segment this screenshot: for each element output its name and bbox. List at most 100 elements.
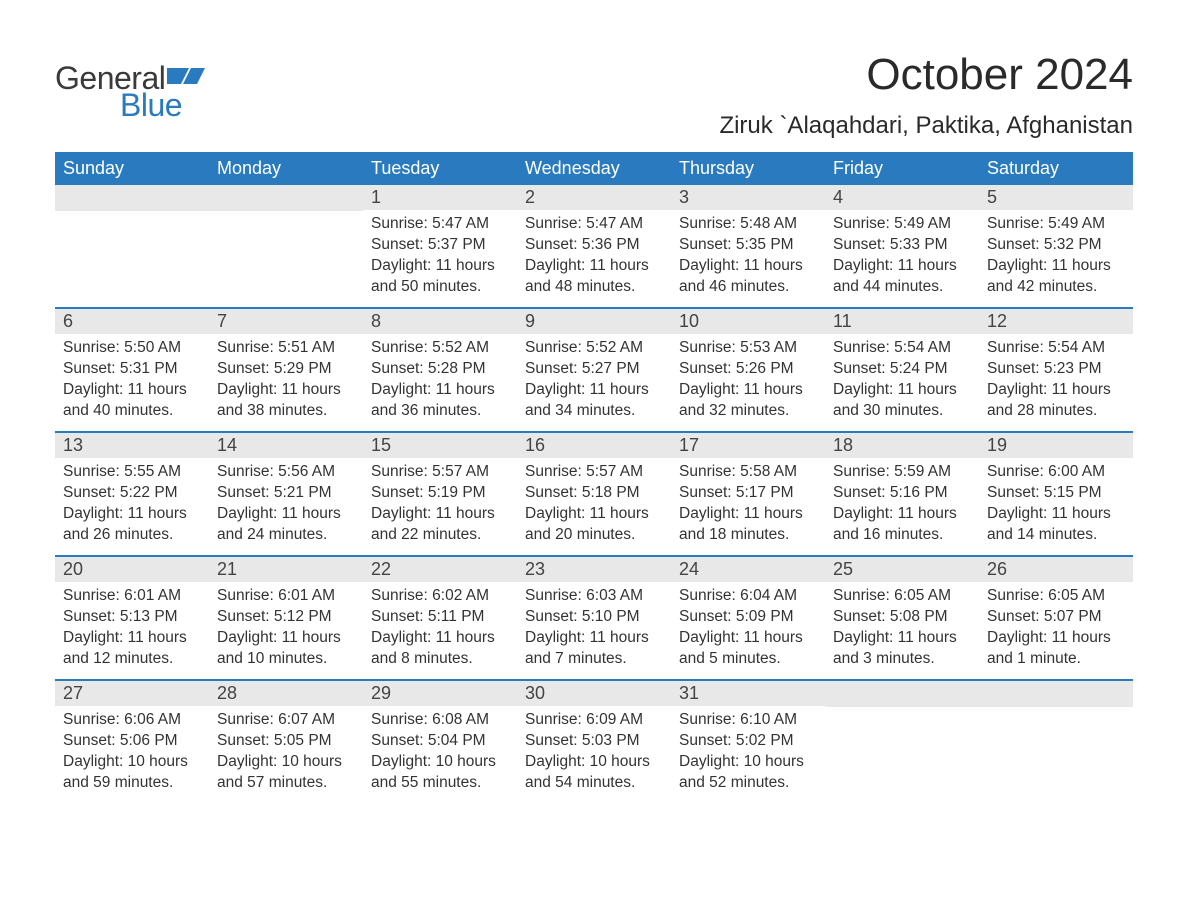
location: Ziruk `Alaqahdari, Paktika, Afghanistan: [719, 112, 1133, 140]
calendar-day: [979, 681, 1133, 803]
calendar-day: 11Sunrise: 5:54 AMSunset: 5:24 PMDayligh…: [825, 309, 979, 431]
sunrise-text: Sunrise: 5:59 AM: [833, 462, 971, 483]
sunrise-text: Sunrise: 6:02 AM: [371, 586, 509, 607]
weekday-wednesday: Wednesday: [517, 152, 671, 185]
sunrise-text: Sunrise: 5:57 AM: [525, 462, 663, 483]
weekday-sunday: Sunday: [55, 152, 209, 185]
day-number: 12: [979, 309, 1133, 334]
day-number: 14: [209, 433, 363, 458]
day-number: 28: [209, 681, 363, 706]
sunset-text: Sunset: 5:24 PM: [833, 359, 971, 380]
day-content: Sunrise: 5:50 AMSunset: 5:31 PMDaylight:…: [55, 334, 209, 422]
day-content: Sunrise: 5:59 AMSunset: 5:16 PMDaylight:…: [825, 458, 979, 546]
calendar: Sunday Monday Tuesday Wednesday Thursday…: [55, 152, 1133, 803]
day-number: 6: [55, 309, 209, 334]
sunset-text: Sunset: 5:06 PM: [63, 731, 201, 752]
calendar-day: 15Sunrise: 5:57 AMSunset: 5:19 PMDayligh…: [363, 433, 517, 555]
day-content: Sunrise: 5:58 AMSunset: 5:17 PMDaylight:…: [671, 458, 825, 546]
sunset-text: Sunset: 5:13 PM: [63, 607, 201, 628]
header: General Blue October 2024 Ziruk `Alaqahd…: [55, 50, 1133, 140]
day-number: 7: [209, 309, 363, 334]
daylight-text: Daylight: 11 hours and 36 minutes.: [371, 380, 509, 422]
calendar-day: 2Sunrise: 5:47 AMSunset: 5:36 PMDaylight…: [517, 185, 671, 307]
day-content: Sunrise: 5:48 AMSunset: 5:35 PMDaylight:…: [671, 210, 825, 298]
day-content: Sunrise: 5:54 AMSunset: 5:23 PMDaylight:…: [979, 334, 1133, 422]
day-number: 16: [517, 433, 671, 458]
sunset-text: Sunset: 5:32 PM: [987, 235, 1125, 256]
day-content: Sunrise: 5:49 AMSunset: 5:32 PMDaylight:…: [979, 210, 1133, 298]
day-content: Sunrise: 6:01 AMSunset: 5:12 PMDaylight:…: [209, 582, 363, 670]
day-content: Sunrise: 5:57 AMSunset: 5:18 PMDaylight:…: [517, 458, 671, 546]
sunset-text: Sunset: 5:29 PM: [217, 359, 355, 380]
daylight-text: Daylight: 10 hours and 52 minutes.: [679, 752, 817, 794]
sunrise-text: Sunrise: 6:05 AM: [987, 586, 1125, 607]
daylight-text: Daylight: 11 hours and 26 minutes.: [63, 504, 201, 546]
sunrise-text: Sunrise: 6:05 AM: [833, 586, 971, 607]
day-number: 23: [517, 557, 671, 582]
calendar-day: 25Sunrise: 6:05 AMSunset: 5:08 PMDayligh…: [825, 557, 979, 679]
sunset-text: Sunset: 5:16 PM: [833, 483, 971, 504]
calendar-week: 6Sunrise: 5:50 AMSunset: 5:31 PMDaylight…: [55, 307, 1133, 431]
calendar-day: 27Sunrise: 6:06 AMSunset: 5:06 PMDayligh…: [55, 681, 209, 803]
sunset-text: Sunset: 5:22 PM: [63, 483, 201, 504]
sunset-text: Sunset: 5:10 PM: [525, 607, 663, 628]
sunrise-text: Sunrise: 5:54 AM: [833, 338, 971, 359]
day-number: 22: [363, 557, 517, 582]
sunset-text: Sunset: 5:21 PM: [217, 483, 355, 504]
day-content: Sunrise: 5:55 AMSunset: 5:22 PMDaylight:…: [55, 458, 209, 546]
day-number: 1: [363, 185, 517, 210]
calendar-day: 9Sunrise: 5:52 AMSunset: 5:27 PMDaylight…: [517, 309, 671, 431]
sunrise-text: Sunrise: 5:48 AM: [679, 214, 817, 235]
sunrise-text: Sunrise: 6:06 AM: [63, 710, 201, 731]
day-content: Sunrise: 5:56 AMSunset: 5:21 PMDaylight:…: [209, 458, 363, 546]
sunset-text: Sunset: 5:19 PM: [371, 483, 509, 504]
day-content: Sunrise: 6:00 AMSunset: 5:15 PMDaylight:…: [979, 458, 1133, 546]
calendar-day: 10Sunrise: 5:53 AMSunset: 5:26 PMDayligh…: [671, 309, 825, 431]
sunset-text: Sunset: 5:23 PM: [987, 359, 1125, 380]
day-number: 2: [517, 185, 671, 210]
sunrise-text: Sunrise: 5:51 AM: [217, 338, 355, 359]
day-content: Sunrise: 6:05 AMSunset: 5:08 PMDaylight:…: [825, 582, 979, 670]
sunset-text: Sunset: 5:02 PM: [679, 731, 817, 752]
sunset-text: Sunset: 5:36 PM: [525, 235, 663, 256]
daylight-text: Daylight: 10 hours and 55 minutes.: [371, 752, 509, 794]
sunrise-text: Sunrise: 5:58 AM: [679, 462, 817, 483]
calendar-day: 16Sunrise: 5:57 AMSunset: 5:18 PMDayligh…: [517, 433, 671, 555]
day-number: 27: [55, 681, 209, 706]
weekday-saturday: Saturday: [979, 152, 1133, 185]
sunrise-text: Sunrise: 5:53 AM: [679, 338, 817, 359]
day-content: Sunrise: 6:06 AMSunset: 5:06 PMDaylight:…: [55, 706, 209, 794]
calendar-page: General Blue October 2024 Ziruk `Alaqahd…: [0, 0, 1188, 833]
day-number: 13: [55, 433, 209, 458]
sunset-text: Sunset: 5:37 PM: [371, 235, 509, 256]
day-number: 15: [363, 433, 517, 458]
sunset-text: Sunset: 5:11 PM: [371, 607, 509, 628]
brand-logo: General Blue: [55, 60, 205, 124]
day-number: 17: [671, 433, 825, 458]
day-number: [825, 681, 979, 707]
daylight-text: Daylight: 10 hours and 59 minutes.: [63, 752, 201, 794]
calendar-day: [825, 681, 979, 803]
weekday-thursday: Thursday: [671, 152, 825, 185]
sunset-text: Sunset: 5:31 PM: [63, 359, 201, 380]
sunrise-text: Sunrise: 5:57 AM: [371, 462, 509, 483]
sunrise-text: Sunrise: 6:08 AM: [371, 710, 509, 731]
day-number: 31: [671, 681, 825, 706]
sunrise-text: Sunrise: 6:04 AM: [679, 586, 817, 607]
sunrise-text: Sunrise: 5:55 AM: [63, 462, 201, 483]
calendar-day: 18Sunrise: 5:59 AMSunset: 5:16 PMDayligh…: [825, 433, 979, 555]
calendar-day: 29Sunrise: 6:08 AMSunset: 5:04 PMDayligh…: [363, 681, 517, 803]
calendar-day: 26Sunrise: 6:05 AMSunset: 5:07 PMDayligh…: [979, 557, 1133, 679]
sunset-text: Sunset: 5:07 PM: [987, 607, 1125, 628]
daylight-text: Daylight: 11 hours and 7 minutes.: [525, 628, 663, 670]
sunset-text: Sunset: 5:15 PM: [987, 483, 1125, 504]
day-content: Sunrise: 5:57 AMSunset: 5:19 PMDaylight:…: [363, 458, 517, 546]
day-number: 8: [363, 309, 517, 334]
daylight-text: Daylight: 11 hours and 32 minutes.: [679, 380, 817, 422]
sunset-text: Sunset: 5:28 PM: [371, 359, 509, 380]
daylight-text: Daylight: 11 hours and 18 minutes.: [679, 504, 817, 546]
day-number: 25: [825, 557, 979, 582]
sunrise-text: Sunrise: 5:49 AM: [987, 214, 1125, 235]
sunset-text: Sunset: 5:33 PM: [833, 235, 971, 256]
calendar-day: 30Sunrise: 6:09 AMSunset: 5:03 PMDayligh…: [517, 681, 671, 803]
